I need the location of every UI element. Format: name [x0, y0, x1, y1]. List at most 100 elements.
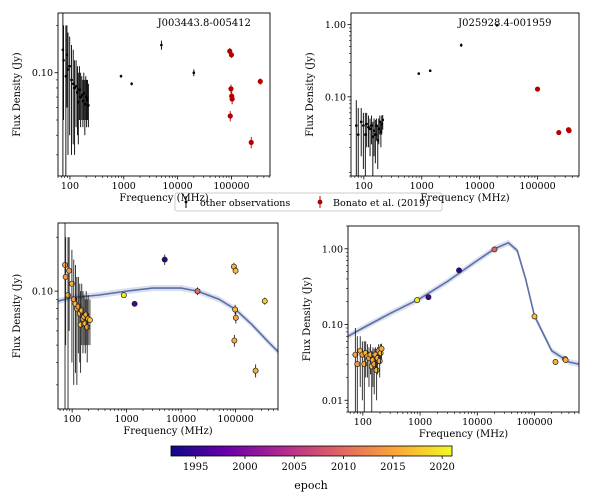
x-axis-label: Frequency (MHz) [119, 193, 208, 204]
x-tick-label: 10000 [465, 181, 495, 192]
panel-bottom-left: 100 1000 10000 100000 0.10 Frequency (MHz) Flu… [12, 222, 279, 437]
y-tick-label: 1.00 [322, 244, 343, 255]
data-point [428, 69, 432, 73]
x-tick-label: 10000 [162, 181, 192, 192]
colorbar-tick-label: 2005 [282, 462, 307, 473]
x-axis-label: Frequency (MHz) [419, 429, 508, 440]
x-tick-label: 1000 [112, 181, 136, 192]
data-point [371, 135, 375, 139]
data-point [373, 367, 380, 374]
model-curve [348, 241, 579, 365]
colorbar-gradient [170, 445, 453, 457]
data-point [78, 88, 81, 91]
colorbar-tick-label: 2015 [380, 462, 405, 473]
colorbar-ticks: 1995 2000 2005 2010 2015 2020 [183, 456, 455, 473]
x-tick-label: 100 [354, 417, 372, 428]
y-axis-label: Flux Density (Jy) [12, 52, 23, 137]
data-point [78, 307, 85, 314]
data-point [87, 104, 90, 107]
data-point [456, 267, 462, 274]
data-point [359, 120, 363, 124]
data-point [372, 129, 376, 132]
data-point [120, 292, 127, 299]
data-point [130, 82, 133, 86]
data-point [368, 127, 372, 131]
data-point [62, 58, 65, 62]
data-point [367, 125, 370, 129]
x-tick-label: 1000 [410, 181, 434, 192]
data-point [495, 23, 499, 27]
data-point [77, 100, 80, 104]
data-point [228, 52, 235, 58]
x-tick-label: 100000 [217, 414, 253, 425]
y-axis-label: Flux Density (Jy) [12, 274, 23, 359]
data-point [232, 267, 239, 274]
data-point [252, 367, 259, 374]
data-point [74, 84, 78, 88]
model-curve [58, 287, 278, 353]
data-point [73, 86, 76, 90]
axes-frame [347, 225, 580, 413]
data-point [352, 351, 359, 358]
legend: other observations Bonato et al. (2019) [174, 192, 443, 212]
colorbar-tick-label: 2020 [429, 462, 454, 473]
data-point [229, 96, 235, 102]
data-point [361, 361, 368, 368]
data-point [376, 358, 383, 364]
x-tick-label: 10000 [462, 417, 492, 428]
x-axis-label: Frequency (MHz) [123, 426, 212, 437]
plot-area [58, 223, 278, 409]
data-point [257, 78, 263, 85]
x-tick-label: 1000 [408, 417, 432, 428]
data-point [86, 317, 93, 323]
data-point [364, 133, 367, 136]
y-tick-label: 1.00 [325, 20, 346, 31]
panel-top-right: 100 1000 10000 100000 0.10 1.00 Frequency (MHz… [305, 12, 580, 204]
data-point [566, 128, 572, 134]
data-point [414, 297, 421, 304]
data-point [66, 68, 70, 71]
data-point [194, 288, 201, 295]
x-tick-label: 100000 [516, 417, 552, 428]
data-point [161, 256, 168, 263]
y-tick-label: 0.10 [325, 92, 346, 103]
data-point [79, 95, 82, 99]
data-point [375, 124, 378, 127]
data-point [131, 300, 138, 307]
colorbar: 1995 2000 2005 2010 2015 2020 epoch [170, 445, 455, 492]
x-tick-label: 100 [355, 181, 373, 192]
panel-top-left: 100 1000 10000 100000 0.10 Frequency (MHz) Flu… [12, 12, 271, 204]
x-tick-label: 100 [61, 181, 79, 192]
axes-frame [57, 12, 271, 177]
data-point [531, 313, 538, 320]
data-point [84, 324, 91, 331]
data-point [227, 113, 233, 119]
data-point [119, 74, 123, 78]
data-point [70, 78, 73, 82]
colorbar-tick-label: 2010 [331, 462, 356, 473]
data-point [562, 357, 569, 363]
x-axis-label: Frequency (MHz) [420, 193, 509, 204]
source-name: J003443.8-005412 [157, 18, 251, 29]
data-point [232, 306, 239, 313]
data-point [68, 64, 72, 68]
data-point [365, 122, 368, 126]
plot-area [61, 13, 263, 176]
data-point [552, 359, 559, 365]
x-tick-label: 100 [63, 414, 81, 425]
data-point [354, 361, 361, 368]
data-point [367, 351, 374, 358]
data-point [65, 292, 71, 299]
axes-frame [57, 222, 279, 410]
data-point [417, 72, 421, 75]
data-point [80, 93, 84, 97]
x-tick-label: 100000 [213, 181, 249, 192]
x-tick-label: 1000 [115, 414, 139, 425]
y-tick-label: 0.01 [322, 396, 343, 407]
y-axis-label: Flux Density (Jy) [302, 277, 313, 362]
plot-area [348, 239, 579, 412]
y-tick-label: 0.10 [322, 320, 343, 331]
data-point [374, 133, 377, 136]
data-point [66, 267, 73, 274]
data-point [248, 139, 254, 146]
